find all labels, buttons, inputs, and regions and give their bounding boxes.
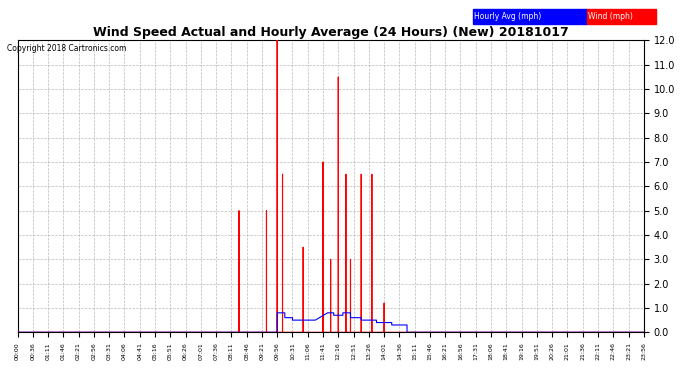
Title: Wind Speed Actual and Hourly Average (24 Hours) (New) 20181017: Wind Speed Actual and Hourly Average (24… [92, 26, 569, 39]
Text: Wind (mph): Wind (mph) [588, 12, 633, 21]
Text: Hourly Avg (mph): Hourly Avg (mph) [474, 12, 541, 21]
Text: Copyright 2018 Cartronics.com: Copyright 2018 Cartronics.com [7, 44, 126, 52]
